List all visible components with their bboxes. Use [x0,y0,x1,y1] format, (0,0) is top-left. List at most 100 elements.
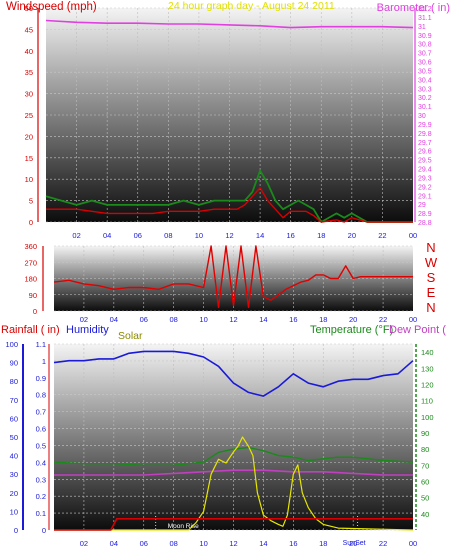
dir-x-tick: 22 [379,315,387,324]
rain-y-tick: 60 [10,414,18,423]
humidity-y-tick: 0.4 [36,458,46,467]
wind-x-tick: 18 [317,231,325,240]
baro-panel-title: Barometer ( in) [377,2,450,14]
wind-y-tick: 25 [25,111,33,120]
dir-y-tick: 180 [24,275,37,284]
baro-y-tick: 29.5 [418,158,432,165]
baro-y-tick: 30.4 [418,77,432,84]
wind-x-tick: 02 [72,231,80,240]
rain-y-tick: 90 [10,359,18,368]
temp-y-tick: 130 [421,364,434,373]
temp-y-tick: 70 [421,461,429,470]
wind-panel-title: Windspeed (mph) [6,1,97,13]
temp-y-tick: 100 [421,413,434,422]
dir-y-tick: 0 [33,307,37,316]
dir-x-tick: 20 [349,315,357,324]
baro-y-tick: 29.9 [418,122,432,129]
windspeed-series-line [46,187,413,223]
dir-x-tick: 10 [199,315,207,324]
rain-x-tick: 22 [379,539,387,547]
temp-y-tick: 50 [421,494,429,503]
dir-x-tick: 18 [319,315,327,324]
wind-x-tick: 00 [409,231,417,240]
humidity-y-tick: 1 [42,357,46,366]
compass-label-n: N [426,300,435,315]
humidity-y-tick: 0.9 [36,374,46,383]
dir-x-tick: 00 [409,315,417,324]
baro-y-tick: 28.8 [418,220,432,227]
baro-y-tick: 31.1 [418,15,432,22]
compass-label-n: N [426,240,435,255]
rain-y-tick: 80 [10,377,18,386]
rain-x-tick: 02 [80,539,88,547]
wind-x-tick: 14 [256,231,264,240]
rain-y-tick: 40 [10,452,18,461]
dir-y-tick: 270 [24,258,37,267]
dir-x-tick: 06 [140,315,148,324]
wind-y-tick: 0 [29,218,33,227]
sunset-label: SunSet [343,540,366,547]
humidity-y-tick: 0.5 [36,441,46,450]
rain-y-tick: 10 [10,507,18,516]
wind-y-tick: 20 [25,132,33,141]
baro-y-tick: 30.5 [418,68,432,75]
rain-x-tick: 20 [349,539,357,547]
baro-y-tick: 30.8 [418,42,432,49]
dir-y-tick: 90 [29,291,37,300]
wind-y-tick: 15 [25,154,33,163]
wind-y-tick: 10 [25,175,33,184]
humidity-y-tick: 0.2 [36,492,46,501]
baro-y-tick: 29 [418,202,426,209]
baro-y-tick: 29.3 [418,175,432,182]
rain-x-tick: 14 [259,539,267,547]
rain-x-tick: 06 [140,539,148,547]
solar-series-line [54,436,414,531]
wind-x-tick: 20 [348,231,356,240]
temp-y-tick: 60 [421,477,429,486]
wind-x-tick: 12 [225,231,233,240]
baro-y-tick: 29.4 [418,167,432,174]
dir-y-tick: 360 [24,242,37,251]
compass-label-e: E [427,285,436,300]
wind-y-tick: 35 [25,68,33,77]
solar-title: Solar [118,330,143,342]
baro-y-tick: 30.9 [418,33,432,40]
wind-direction-series-line [53,245,413,309]
baro-y-tick: 30 [418,113,426,120]
wind-x-tick: 10 [195,231,203,240]
humidity-y-tick: 0.1 [36,509,46,518]
baro-y-tick: 29.1 [418,193,432,200]
wind-y-tick: 30 [25,90,33,99]
rainfall-title: Rainfall ( in) [1,324,60,336]
humidity-title: Humidity [66,324,109,336]
humidity-y-tick: 0.6 [36,425,46,434]
dir-x-tick: 14 [259,315,267,324]
wind-x-tick: 16 [286,231,294,240]
baro-y-tick: 30.1 [418,104,432,111]
baro-y-tick: 29.7 [418,140,432,147]
rainfall-series-line [54,518,413,531]
baro-y-tick: 30.3 [418,86,432,93]
baro-y-tick: 30.6 [418,60,432,67]
moonrise-label: Moon Rise [168,523,199,530]
temperature-title: Temperature (°F) [310,324,393,336]
temp-y-tick: 140 [421,348,434,357]
dir-x-tick: 16 [289,315,297,324]
rain-y-tick: 30 [10,470,18,479]
baro-y-tick: 30.7 [418,51,432,58]
wind-y-tick: 5 [29,197,33,206]
dewpoint-title: Dew Point ( [389,324,446,336]
rain-x-tick: 08 [169,539,177,547]
rain-y-tick: 20 [10,489,18,498]
humidity-series-line [53,350,414,397]
dir-x-tick: 04 [110,315,118,324]
graph-date-title: 24 hour graph day - August 24 2011 [168,0,335,12]
compass-label-s: S [427,270,436,285]
wind-x-tick: 22 [378,231,386,240]
humidity-y-tick: 0.8 [36,391,46,400]
baro-y-tick: 31 [418,24,426,31]
wind-x-tick: 04 [103,231,111,240]
humidity-y-tick: 1.1 [36,340,46,349]
baro-y-tick: 29.6 [418,149,432,156]
